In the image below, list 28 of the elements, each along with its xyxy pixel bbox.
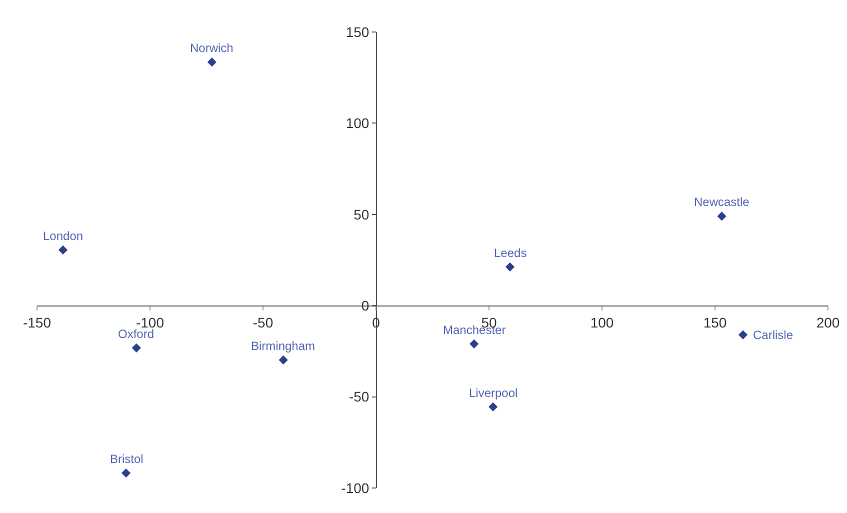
annotation: London <box>43 229 84 243</box>
x-tick-label: 100 <box>590 314 614 330</box>
annotation: Norwich <box>190 41 234 55</box>
point <box>717 212 726 221</box>
point <box>505 262 515 272</box>
y-tick-label: 100 <box>346 115 370 132</box>
point <box>121 468 131 478</box>
point <box>278 355 288 365</box>
x-tick-label: -50 <box>252 314 274 330</box>
point <box>58 245 68 255</box>
point <box>207 58 216 67</box>
y-tick-label: 150 <box>346 24 370 40</box>
x-tick-label: 150 <box>703 314 727 330</box>
annotation: Newcastle <box>694 195 750 209</box>
annotation: Bristol <box>110 452 144 466</box>
x-tick-label: -150 <box>22 314 52 330</box>
point <box>738 330 748 340</box>
point <box>488 402 498 412</box>
x-tick-label: 200 <box>816 314 840 330</box>
y-tick-label: -100 <box>341 480 370 496</box>
y-tick-label: 50 <box>354 206 370 222</box>
point <box>470 339 479 348</box>
point <box>132 343 141 352</box>
y-tick-label: -50 <box>348 388 370 405</box>
annotation: Carlisle <box>753 328 794 342</box>
annotation: Liverpool <box>469 386 518 400</box>
annotation: Birmingham <box>251 339 316 353</box>
annotation: Leeds <box>494 246 527 260</box>
